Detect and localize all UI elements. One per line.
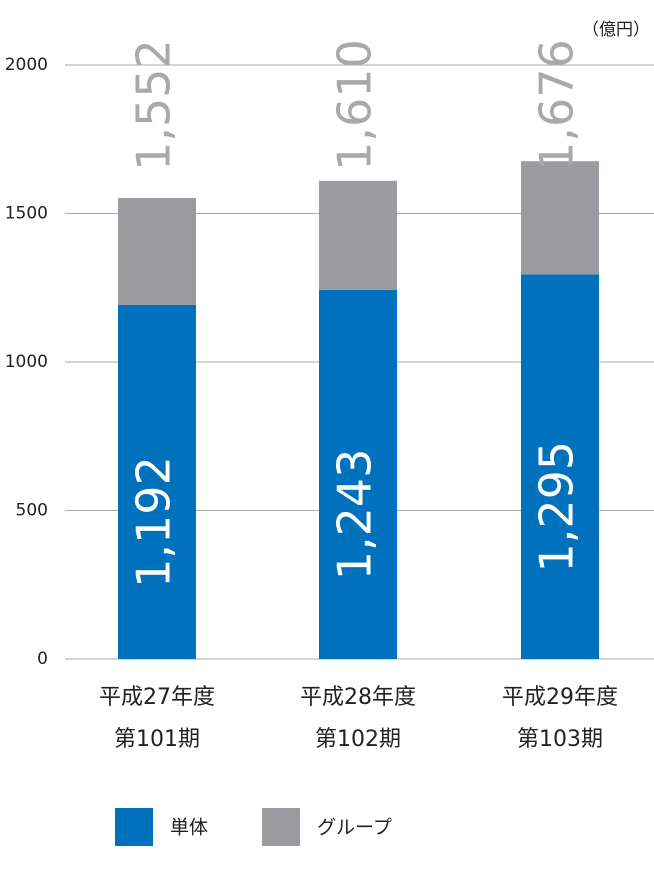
legend-swatch	[115, 808, 153, 846]
x-tick-label: 第101期	[114, 727, 200, 752]
total-label: 1,610	[328, 39, 382, 171]
x-tick-label: 第103期	[517, 727, 603, 752]
bar-segment	[319, 289, 397, 659]
total-label: 1,676	[530, 39, 584, 171]
bar-segment	[118, 198, 196, 305]
unit-label: （億円）	[582, 20, 650, 40]
y-tick-label: 1500	[5, 204, 48, 224]
y-tick-label: 0	[37, 649, 48, 669]
bar-segment	[319, 180, 397, 290]
y-tick-label: 500	[16, 501, 48, 521]
legend-swatch	[262, 808, 300, 846]
legend-label: グループ	[317, 817, 392, 839]
y-tick-label: 2000	[5, 55, 48, 75]
total-label: 1,552	[127, 39, 181, 171]
bar-segment	[118, 304, 196, 659]
value-label: 1,295	[530, 441, 584, 573]
bar-segment	[521, 161, 599, 275]
value-label: 1,243	[328, 449, 382, 581]
value-label: 1,192	[127, 456, 181, 588]
x-tick-label: 平成27年度	[99, 685, 215, 710]
x-tick-label: 平成29年度	[502, 685, 618, 710]
legend-label: 単体	[170, 817, 208, 839]
x-tick-label: 第102期	[315, 727, 401, 752]
x-tick-label: 平成28年度	[300, 685, 416, 710]
bar-segment	[521, 274, 599, 659]
y-tick-label: 1000	[5, 352, 48, 372]
